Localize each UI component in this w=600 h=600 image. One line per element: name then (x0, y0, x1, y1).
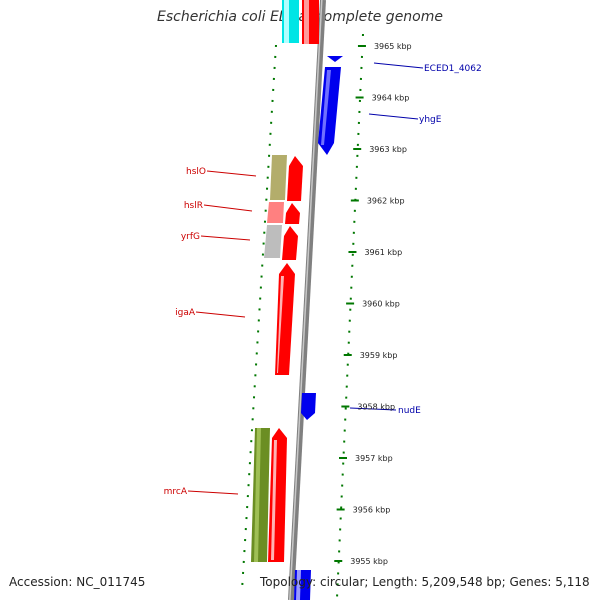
gene-label-igaA[interactable]: igaA (175, 308, 196, 318)
genome-backbone-highlight (289, 0, 323, 600)
position-tick-label: 3955 kbp (350, 557, 388, 566)
gene-red-top-shine (304, 0, 309, 44)
gene-igaA-shine (277, 276, 284, 373)
gene-yrfG[interactable] (282, 226, 298, 260)
position-tick-label: 3963 kbp (369, 145, 407, 154)
gene-label-hslR[interactable]: hslR (184, 201, 203, 211)
gene-ECED1_4062[interactable] (327, 56, 343, 62)
position-tick-label: 3962 kbp (367, 197, 405, 206)
position-tick-label: 3959 kbp (360, 351, 398, 360)
gene-hslR[interactable] (285, 203, 300, 224)
leader-hslO (206, 170, 257, 177)
gene-hslO[interactable] (287, 156, 303, 201)
gene-label-hslO[interactable]: hslO (186, 167, 206, 177)
position-ticks: 3965 kbp 3964 kbp 3963 kbp 3962 kbp 3961 kbp… (334, 42, 412, 566)
position-tick-label: 3958 kbp (357, 403, 395, 412)
position-tick-label: 3957 kbp (355, 454, 393, 463)
gene-label-ECED1_4062[interactable]: ECED1_4062 (424, 64, 482, 74)
map-title: Escherichia coli ED1a, complete genome (157, 9, 443, 25)
feature-hslO[interactable] (270, 155, 287, 200)
gene-label-yrfG[interactable]: yrfG (181, 232, 200, 242)
gene-mrcA-shine (271, 440, 277, 560)
position-tick-label: 3956 kbp (353, 506, 391, 515)
gene-labels: hslO hslR yrfG igaA mrcA ECED1_4062 yhgE nudE (164, 64, 482, 497)
leader-igaA (195, 311, 246, 318)
feature-hslR[interactable] (267, 202, 284, 223)
leader-yrfG (200, 235, 251, 241)
genome-backbone (288, 0, 326, 600)
topology-text: Topology: circular; Length: 5,209,548 bp… (260, 575, 590, 589)
leader-yhgE (368, 113, 419, 120)
position-tick-label: 3961 kbp (364, 248, 402, 257)
gene-blue-bottom-shine (296, 570, 301, 600)
feature-mrcA-shine (254, 428, 261, 562)
leader-nudE (349, 407, 397, 411)
leader-mrcA (187, 490, 239, 495)
leader-hslR (203, 204, 253, 212)
position-tick-label: 3960 kbp (362, 300, 400, 309)
position-tick-label: 3965 kbp (374, 42, 412, 51)
accession-text: Accession: NC_011745 (9, 575, 146, 589)
gene-label-nudE[interactable]: nudE (398, 406, 421, 416)
gene-label-mrcA[interactable]: mrcA (164, 487, 188, 497)
feature-cyan-top-shine (284, 0, 289, 43)
gene-igaA[interactable] (275, 263, 295, 375)
gene-nudE[interactable] (301, 393, 316, 420)
leader-ECED1_4062 (373, 62, 424, 69)
gene-label-yhgE[interactable]: yhgE (419, 115, 442, 125)
feature-yrfG[interactable] (264, 225, 282, 258)
gene-yhgE-shine (321, 70, 331, 145)
position-tick-label: 3964 kbp (372, 94, 410, 103)
gene-mrcA[interactable] (268, 428, 287, 562)
